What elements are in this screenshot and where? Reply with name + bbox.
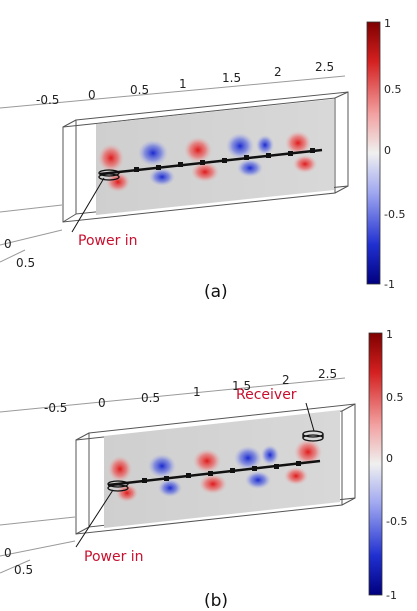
receiver-coil-icon [302, 430, 324, 442]
colorbar-tick: -0.5 [384, 208, 405, 221]
receiver-arrow [305, 402, 315, 432]
field-lobe-negative [149, 168, 175, 186]
resonator-chain [107, 459, 321, 487]
x-tick: 2.5 [318, 367, 337, 381]
field-lobe-negative [256, 135, 274, 155]
panel-b-box-front [75, 403, 356, 535]
colorbar-tick: -1 [384, 278, 395, 291]
colorbar-tick: -1 [386, 589, 397, 602]
input-coil-icon [107, 480, 129, 492]
y-tick: 0.5 [14, 563, 33, 577]
x-tick: 0.5 [141, 391, 160, 405]
field-lobe-negative [261, 445, 279, 465]
field-lobe-positive [116, 484, 138, 502]
colorbar-tick: 1 [386, 328, 393, 341]
colorbar [366, 21, 381, 285]
colorbar-tick: 0.5 [384, 83, 402, 96]
panel-a-caption: (a) [204, 282, 228, 302]
field-lobe-positive [285, 131, 311, 155]
y-tick: 0 [4, 237, 12, 251]
colorbar-ticks: 1 0.5 0 -0.5 -1 [386, 328, 407, 602]
resonator-chain [99, 148, 323, 176]
field-lobe-positive [191, 162, 219, 182]
colorbar-ticks: 1 0.5 0 -0.5 -1 [384, 17, 405, 291]
panel-a: -0.5 0 0.5 1 1.5 2 2.5 0 0.5 [0, 17, 405, 302]
field-lobe-negative [226, 133, 254, 159]
x-tick: 1 [179, 77, 187, 91]
panel-a-field [98, 131, 317, 192]
colorbar-tick: 0 [384, 144, 391, 157]
field-plane [96, 99, 334, 215]
colorbar-tick: 0.5 [386, 391, 404, 404]
colorbar-tick: 0 [386, 452, 393, 465]
x-tick: 2.5 [315, 60, 334, 74]
panel-a-box-front [62, 91, 349, 223]
panel-b-axes [0, 377, 346, 574]
power-in-label: Power in [78, 233, 138, 249]
panel-b: -0.5 0 0.5 1 1.5 2 2.5 0 0.5 [0, 328, 407, 611]
field-lobe-negative [245, 471, 271, 489]
field-lobe-negative [158, 479, 182, 497]
receiver-label: Receiver [236, 387, 297, 403]
x-tick: -0.5 [44, 401, 67, 415]
field-lobe-positive [108, 456, 132, 482]
field-lobe-positive [199, 474, 227, 494]
colorbar [368, 332, 383, 596]
field-lobe-positive [293, 155, 317, 173]
power-in-arrow [71, 177, 105, 233]
colorbar-tick: -0.5 [386, 515, 407, 528]
power-in-arrow [75, 489, 114, 548]
colorbar-tick: 1 [384, 17, 391, 30]
field-lobe-positive [294, 439, 322, 465]
x-tick: 1.5 [232, 379, 251, 393]
field-lobe-negative [138, 140, 168, 166]
input-coil-icon [98, 169, 120, 181]
field-lobe-positive [284, 467, 308, 485]
x-tick: 0 [88, 88, 96, 102]
panel-b-x-ticks: -0.5 0 0.5 1 1.5 2 2.5 [44, 367, 337, 415]
x-tick: 2 [274, 65, 282, 79]
x-tick: 2 [282, 373, 290, 387]
field-lobe-positive [184, 137, 212, 163]
field-lobe-positive [106, 172, 130, 192]
y-tick: 0.5 [16, 256, 35, 270]
x-tick: 1.5 [222, 71, 241, 85]
panel-b-field [108, 439, 322, 502]
x-tick: 0.5 [130, 83, 149, 97]
x-tick: 1 [193, 385, 201, 399]
panel-a-axes [0, 75, 346, 263]
panel-a-x-ticks: -0.5 0 0.5 1 1.5 2 2.5 [36, 60, 334, 107]
x-tick: -0.5 [36, 93, 59, 107]
field-lobe-positive [98, 144, 124, 172]
field-lobe-positive [193, 449, 221, 473]
power-in-label: Power in [84, 549, 144, 565]
field-plane [104, 410, 340, 528]
y-tick: 0 [4, 546, 12, 560]
x-tick: 0 [98, 396, 106, 410]
panel-b-caption: (b) [204, 591, 228, 611]
field-lobe-negative [234, 446, 262, 470]
field-lobe-negative [237, 159, 263, 177]
field-lobe-negative [148, 454, 176, 478]
